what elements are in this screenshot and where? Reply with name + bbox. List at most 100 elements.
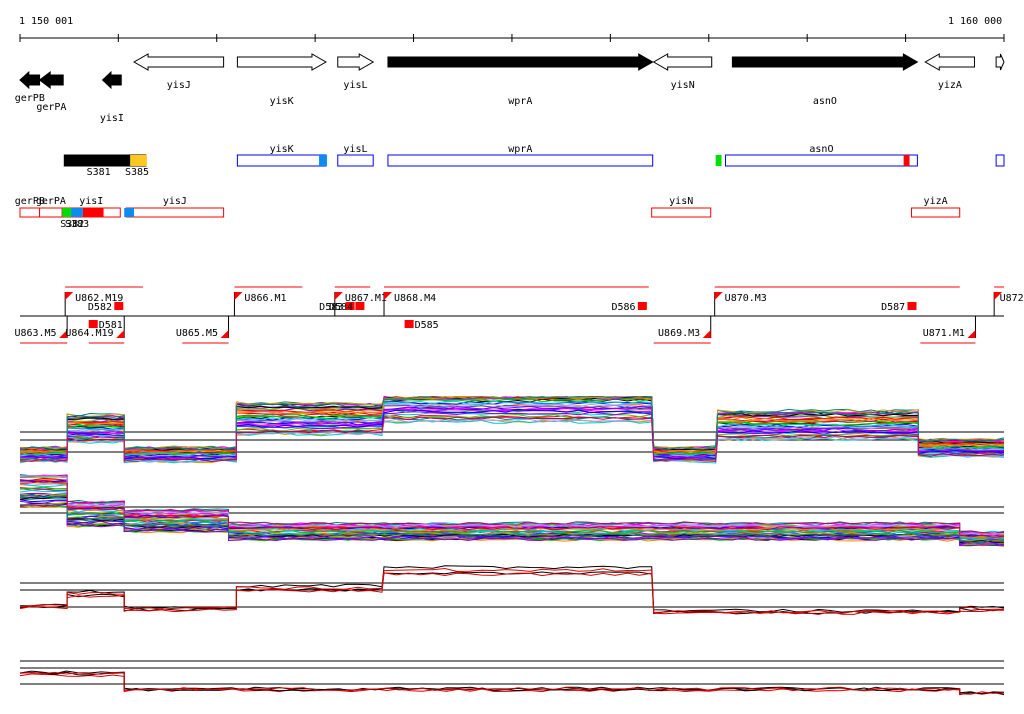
downregulation-label: D587: [881, 302, 905, 313]
profile-line: [19, 396, 1005, 451]
forward-marker: [903, 155, 910, 166]
profile-line: [19, 567, 1005, 614]
reverse-feature-label: yisJ: [163, 196, 187, 207]
forward-feature-box: [995, 154, 1005, 167]
gene-label: gerPA: [36, 102, 66, 113]
transcript-upper-label: U862.M19: [75, 293, 123, 304]
profile-line: [19, 494, 1005, 544]
transcript-upper-label: U867.M1: [345, 293, 387, 304]
profile-line: [19, 396, 1005, 450]
transcript-upper-label: U866.M1: [244, 293, 286, 304]
gene-label: yisI: [100, 113, 124, 124]
gene-label: gerPB: [15, 93, 45, 104]
transcript-lower-label: U864.M19: [65, 328, 113, 339]
gene-arrow: [236, 53, 327, 71]
transcript-lower-label: U863.M5: [14, 328, 56, 339]
gene-arrow: [38, 70, 64, 90]
reverse-marker: [71, 208, 83, 217]
reverse-feature-label: yizA: [924, 196, 948, 207]
profile-line: [19, 419, 1005, 464]
transcript-upper-label: U870.M3: [725, 293, 767, 304]
gene-arrow: [731, 53, 919, 71]
reverse-feature-label: gerPB: [15, 196, 45, 207]
downregulation-marker: [355, 302, 365, 310]
downregulation-marker: [404, 320, 414, 328]
forward-marker: [130, 155, 147, 166]
profile-line: [19, 474, 1005, 534]
reverse-marker: [62, 208, 72, 217]
gene-arrow: [337, 53, 375, 71]
gene-arrow: [133, 53, 225, 71]
forward-feature-label: yisK: [270, 144, 294, 155]
gene-label: asnO: [813, 96, 837, 107]
transcript-start-flag: [220, 330, 229, 338]
profile-line: [19, 496, 1005, 544]
transcript-lower-label: U871.M1: [923, 328, 965, 339]
forward-feature-box: [236, 154, 327, 167]
gene-arrow: [924, 53, 975, 71]
ruler-start-label: 1 150 001: [19, 16, 73, 27]
profile-line: [19, 486, 1005, 539]
gene-label: wprA: [508, 96, 532, 107]
transcript-start-flag: [994, 292, 1003, 300]
reverse-feature-label: gerPA: [36, 196, 66, 207]
forward-marker: [319, 155, 327, 166]
profile-line: [19, 479, 1005, 538]
transcript-upper-label: U868.M4: [394, 293, 436, 304]
forward-feature-box: [387, 154, 654, 167]
profile-line: [19, 418, 1005, 464]
reverse-feature-label: yisI: [79, 196, 103, 207]
profile-line: [19, 500, 1005, 546]
expression-profile-panels: [19, 395, 1005, 696]
reverse-marker-label: S383: [65, 219, 89, 230]
profile-line: [19, 405, 1005, 459]
forward-feature-label: wprA: [508, 144, 532, 155]
transcript-start-flag: [234, 292, 243, 300]
gene-arrow: [995, 53, 1005, 71]
profile-panel: [19, 660, 1005, 696]
forward-feature-box: [725, 154, 918, 167]
profile-panel: [19, 474, 1005, 547]
transcript-start-flag: [59, 330, 68, 338]
gene-label: yisJ: [167, 80, 191, 91]
profile-line: [19, 493, 1005, 542]
downregulation-label: D585: [415, 320, 439, 331]
gene-arrow: [652, 53, 713, 71]
profile-line: [19, 482, 1005, 538]
gene-arrow: [101, 70, 122, 90]
forward-marker: [715, 155, 722, 166]
profile-line: [19, 489, 1005, 542]
transcript-lower-label: U869.M3: [658, 328, 700, 339]
profile-line: [19, 505, 1005, 547]
downregulation-label: D582: [88, 302, 112, 313]
transcript-start-flag: [116, 330, 125, 338]
profile-line: [19, 396, 1005, 450]
gene-label: yizA: [938, 80, 962, 91]
transcript-start-flag: [702, 330, 711, 338]
transcript-start-flag: [65, 292, 74, 300]
transcript-lower-label: U865.M5: [176, 328, 218, 339]
profile-line: [19, 475, 1005, 536]
profile-line: [20, 565, 1005, 613]
transcript-start-flag: [384, 292, 393, 300]
profile-line: [19, 572, 1005, 616]
downregulation-label: D586: [611, 302, 635, 313]
downregulation-marker: [907, 302, 917, 310]
transcript-track: U862.M19 U866.M1 U867.M1 U868.M4 U870.M3 U872…: [14, 286, 1024, 344]
profile-line: [19, 395, 1005, 452]
downregulation-marker: [114, 302, 124, 310]
profile-panel: [19, 565, 1005, 616]
downregulation-marker: [88, 320, 98, 328]
profile-line: [19, 396, 1005, 451]
forward-feature-track: yisK yisL wprA asnO S381 S385: [63, 144, 1005, 178]
forward-feature-label: yisL: [343, 144, 367, 155]
coordinate-ruler: [19, 34, 1005, 42]
transcript-start-flag: [714, 292, 723, 300]
profile-line: [19, 400, 1005, 457]
reverse-feature-label: yisN: [669, 196, 693, 207]
reverse-feature-box: [125, 207, 225, 218]
gene-arrow: [387, 53, 654, 71]
transcript-start-flag: [334, 292, 343, 300]
